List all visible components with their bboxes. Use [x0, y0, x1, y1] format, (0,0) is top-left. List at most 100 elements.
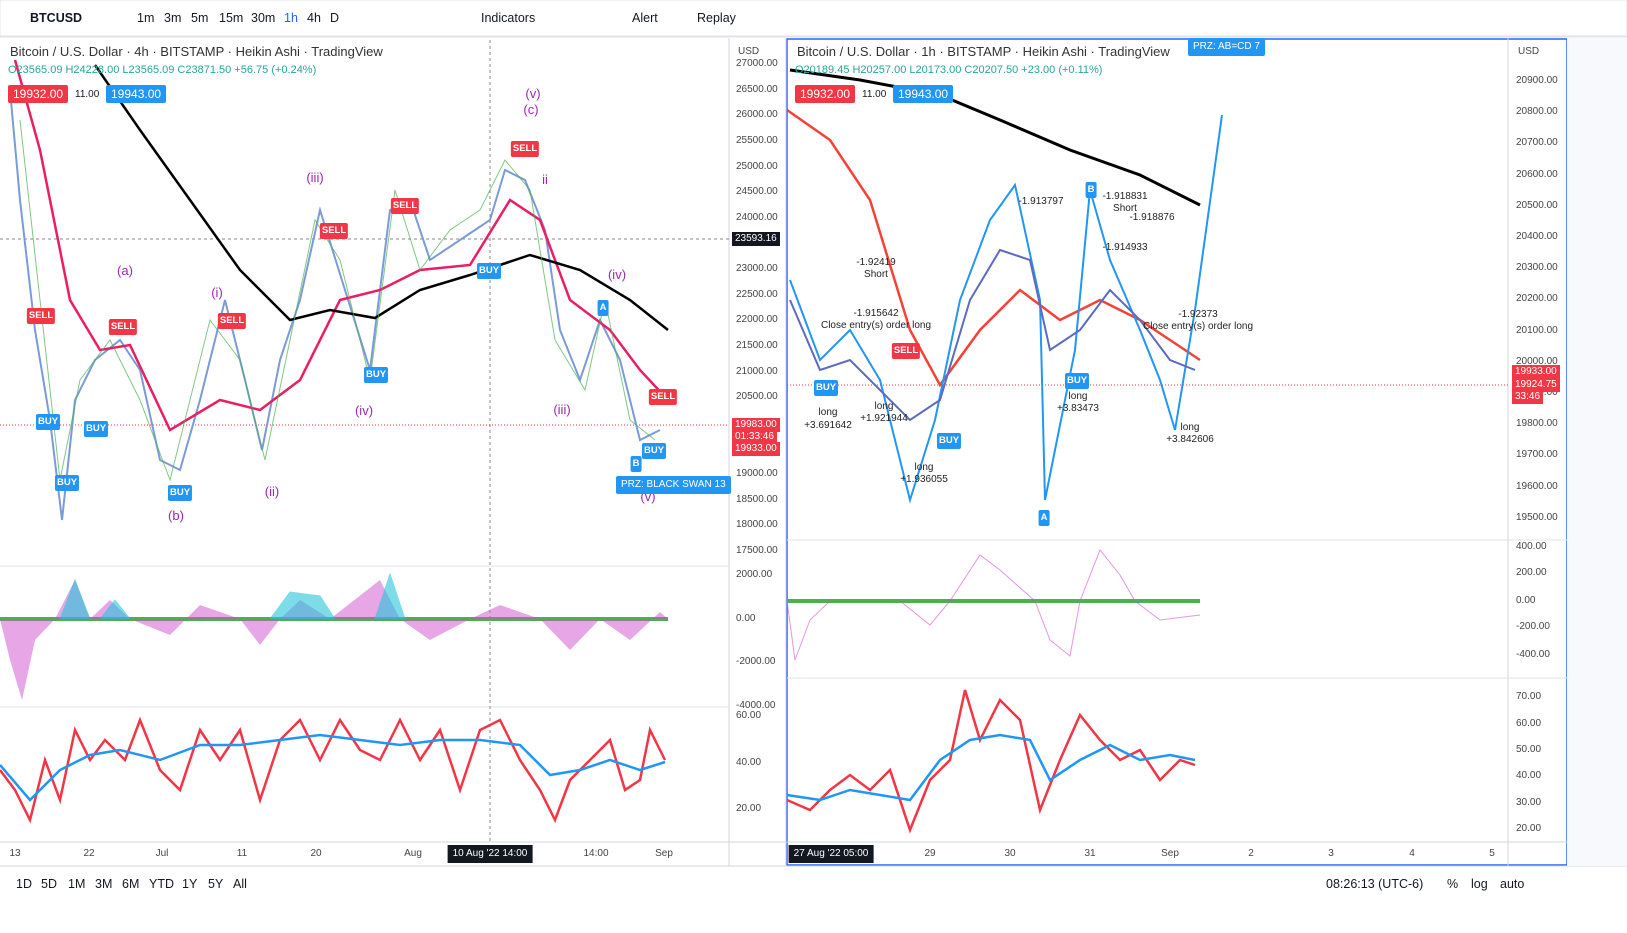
interval-button[interactable]: 4h — [307, 11, 321, 25]
price-axis-label: 20900.00 — [1516, 75, 1558, 86]
signal-label: BUY — [1064, 373, 1090, 389]
wave-label: (v) — [525, 86, 541, 101]
strategy-note: long — [914, 462, 934, 473]
price-tag: 19933.00 — [1512, 365, 1560, 379]
interval-button[interactable]: 5m — [191, 11, 209, 25]
wave-label: (iv) — [607, 267, 627, 282]
prz-label: PRZ: AB=CD 7 — [1188, 38, 1265, 56]
oscillator-axis-label: 200.00 — [1516, 567, 1547, 578]
oscillator-axis-label: -200.00 — [1516, 621, 1550, 632]
strategy-note: -1.918876 — [1129, 212, 1175, 223]
time-axis-label: Jul — [155, 848, 169, 859]
signal-label: SELL — [648, 389, 678, 405]
range-button[interactable]: 5Y — [208, 877, 224, 891]
signal-label: SELL — [217, 313, 247, 329]
range-button[interactable]: 1M — [68, 877, 86, 891]
time-axis-label: 20 — [310, 848, 322, 859]
rsi-axis-label: 20.00 — [736, 803, 762, 814]
range-button[interactable]: YTD — [149, 877, 174, 891]
time-axis-label: 11 — [236, 848, 248, 859]
strategy-note: long — [1068, 391, 1088, 402]
alert-button[interactable]: Alert — [632, 11, 658, 25]
auto-toggle[interactable]: auto — [1500, 877, 1525, 891]
time-axis-label: 31 — [1084, 848, 1096, 859]
time-axis-label: 2 — [1248, 848, 1254, 859]
replay-button[interactable]: Replay — [697, 11, 736, 25]
range-button[interactable]: 3M — [95, 877, 113, 891]
time-axis-label: 14:00 — [583, 848, 609, 859]
strategy-note: +1.936055 — [900, 474, 948, 485]
time-axis-label: Aug — [404, 848, 422, 859]
interval-button[interactable]: 15m — [219, 11, 244, 25]
time-axis-label: 13 — [9, 848, 21, 859]
price-axis-label: 25000.00 — [736, 160, 778, 172]
crosshair-time: 10 Aug '22 14:00 — [447, 845, 533, 863]
range-button[interactable]: 1D — [16, 877, 32, 891]
signal-label: B — [1085, 182, 1097, 198]
indicators-button[interactable]: Indicators — [481, 11, 536, 25]
strategy-note: long — [874, 401, 894, 412]
price-tag: 01:33:46 — [732, 430, 777, 444]
signal-label: BUY — [813, 380, 839, 396]
signal-label: SELL — [390, 198, 420, 214]
interval-button[interactable]: D — [330, 11, 340, 25]
range-button[interactable]: All — [233, 877, 247, 891]
strategy-note: Close entry(s) order long — [1142, 321, 1254, 332]
interval-button[interactable]: 30m — [251, 11, 276, 25]
price-axis-label: 20600.00 — [1516, 168, 1558, 180]
price-axis-label: 19000.00 — [736, 468, 778, 480]
price-axis-label: 24500.00 — [736, 186, 778, 198]
signal-label: SELL — [891, 343, 921, 359]
price-axis-label: 18500.00 — [736, 493, 778, 505]
strategy-note: long — [818, 407, 838, 418]
signal-label: BUY — [54, 475, 80, 491]
price-axis-label: 20200.00 — [1516, 293, 1558, 305]
strategy-note: +3.842606 — [1166, 434, 1214, 445]
range-button[interactable]: 1Y — [182, 877, 198, 891]
price-axis-label: 22000.00 — [736, 314, 778, 326]
price-axis-label: 19800.00 — [1516, 418, 1558, 430]
signal-label: BUY — [641, 443, 667, 459]
active-pane-border — [786, 38, 1568, 866]
sell-button[interactable]: 19932.00 — [795, 85, 856, 103]
price-axis-label: 20700.00 — [1516, 137, 1558, 149]
clock: 08:26:13 (UTC-6) — [1326, 877, 1424, 891]
price-axis-label: 20300.00 — [1516, 262, 1558, 274]
buy-button[interactable]: 19943.00 — [106, 85, 167, 103]
log-toggle[interactable]: log — [1471, 877, 1488, 891]
rsi-axis-label: 30.00 — [1516, 797, 1542, 808]
buy-button[interactable]: 19943.00 — [893, 85, 954, 103]
percent-toggle[interactable]: % — [1447, 877, 1459, 891]
signal-label: SELL — [510, 141, 540, 157]
time-axis-label: Sep — [1161, 848, 1179, 859]
strategy-note: -1.918831 — [1102, 191, 1148, 202]
spread: 11.00 — [862, 89, 887, 100]
range-button[interactable]: 6M — [122, 877, 140, 891]
price-tag: 19924.75 — [1512, 378, 1560, 392]
price-axis-label: 21500.00 — [736, 339, 778, 351]
time-axis-label: Sep — [655, 848, 673, 859]
price-axis-label: 18000.00 — [736, 519, 778, 531]
rsi-axis-label: 60.00 — [1516, 718, 1542, 729]
range-button[interactable]: 5D — [41, 877, 57, 891]
signal-label: A — [597, 300, 609, 316]
rsi-axis-label: 50.00 — [1516, 744, 1542, 755]
wave-label: (a) — [117, 263, 133, 278]
rsi-axis-label: 40.00 — [1516, 770, 1542, 781]
time-axis-label: 22 — [83, 848, 95, 859]
wave-label: (b) — [168, 508, 184, 523]
signal-label: BUY — [936, 433, 962, 449]
sell-button[interactable]: 19932.00 — [8, 85, 69, 103]
wave-label: (i) — [211, 285, 223, 300]
strategy-note: Close entry(s) order long — [820, 320, 932, 331]
price-axis-label: 20800.00 — [1516, 106, 1558, 118]
price-tag: 19933.00 — [732, 442, 780, 456]
interval-button[interactable]: 1m — [137, 11, 155, 25]
oscillator-axis-label: -2000.00 — [736, 656, 776, 667]
symbol[interactable]: BTCUSD — [30, 11, 83, 25]
ohlc-values: O23565.09 H24228.00 L23565.09 C23871.50 … — [8, 64, 317, 76]
interval-button[interactable]: 1h — [284, 11, 298, 25]
interval-button[interactable]: 3m — [164, 11, 182, 25]
signal-label: BUY — [363, 367, 389, 383]
